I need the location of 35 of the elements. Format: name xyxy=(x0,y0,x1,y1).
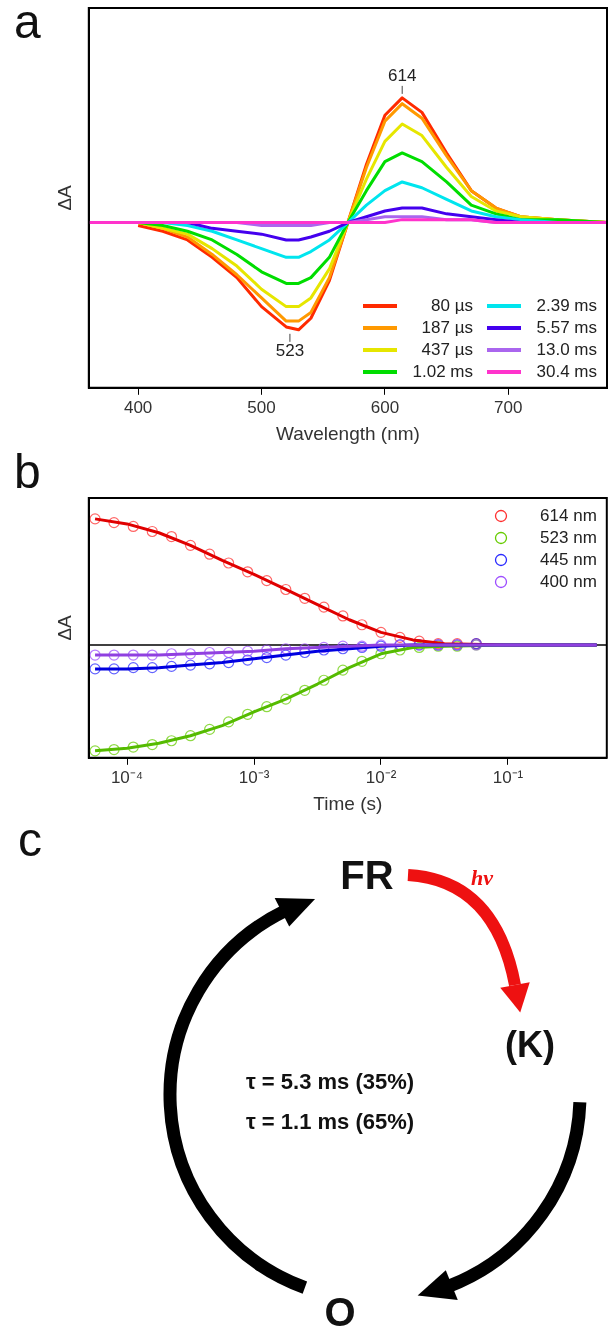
text: (K) xyxy=(505,1024,555,1066)
text: FR xyxy=(340,852,394,898)
annotation: 614 xyxy=(388,66,417,86)
legend-label: 1.02 ms xyxy=(411,361,473,382)
text: τ = 1.1 ms (65%) xyxy=(245,1109,415,1135)
legend-label: 13.0 ms xyxy=(535,339,597,360)
legend-label: 30.4 ms xyxy=(535,361,597,382)
legend-label: 2.39 ms xyxy=(535,295,597,316)
annotation: 523 xyxy=(275,341,305,360)
x-tick-label: 700 xyxy=(494,397,523,417)
x-tick-label: 400 xyxy=(123,397,153,417)
legend-label: 523 nm xyxy=(539,528,597,548)
legend-label: 400 nm xyxy=(539,572,597,592)
legend-label: 614 nm xyxy=(539,506,597,526)
legend-label: 445 nm xyxy=(539,550,597,570)
x-tick-label: 10⁻³ xyxy=(238,767,270,787)
y-axis-title: ΔA xyxy=(53,614,75,641)
y-axis-title: ΔA xyxy=(53,184,75,211)
text: hν xyxy=(471,865,493,891)
x-tick-label: 500 xyxy=(247,397,276,417)
x-axis-title: Wavelength (nm) xyxy=(275,422,420,444)
text: O xyxy=(324,1289,356,1335)
legend-label: 5.57 ms xyxy=(535,317,597,338)
x-tick-label: 10⁻⁴ xyxy=(110,767,144,787)
legend-label: 437 µs xyxy=(420,339,473,360)
chart-title: a xyxy=(14,0,41,49)
x-tick-label: 10⁻² xyxy=(365,767,397,787)
x-axis-title: Time (s) xyxy=(313,792,383,814)
x-tick-label: 10⁻¹ xyxy=(492,767,524,787)
chart-title: b xyxy=(14,444,41,499)
x-tick-label: 600 xyxy=(370,397,400,417)
text: c xyxy=(18,812,42,867)
legend-label: 187 µs xyxy=(420,317,473,338)
text: τ = 5.3 ms (35%) xyxy=(245,1069,415,1095)
legend-label: 80 µs xyxy=(430,295,473,316)
